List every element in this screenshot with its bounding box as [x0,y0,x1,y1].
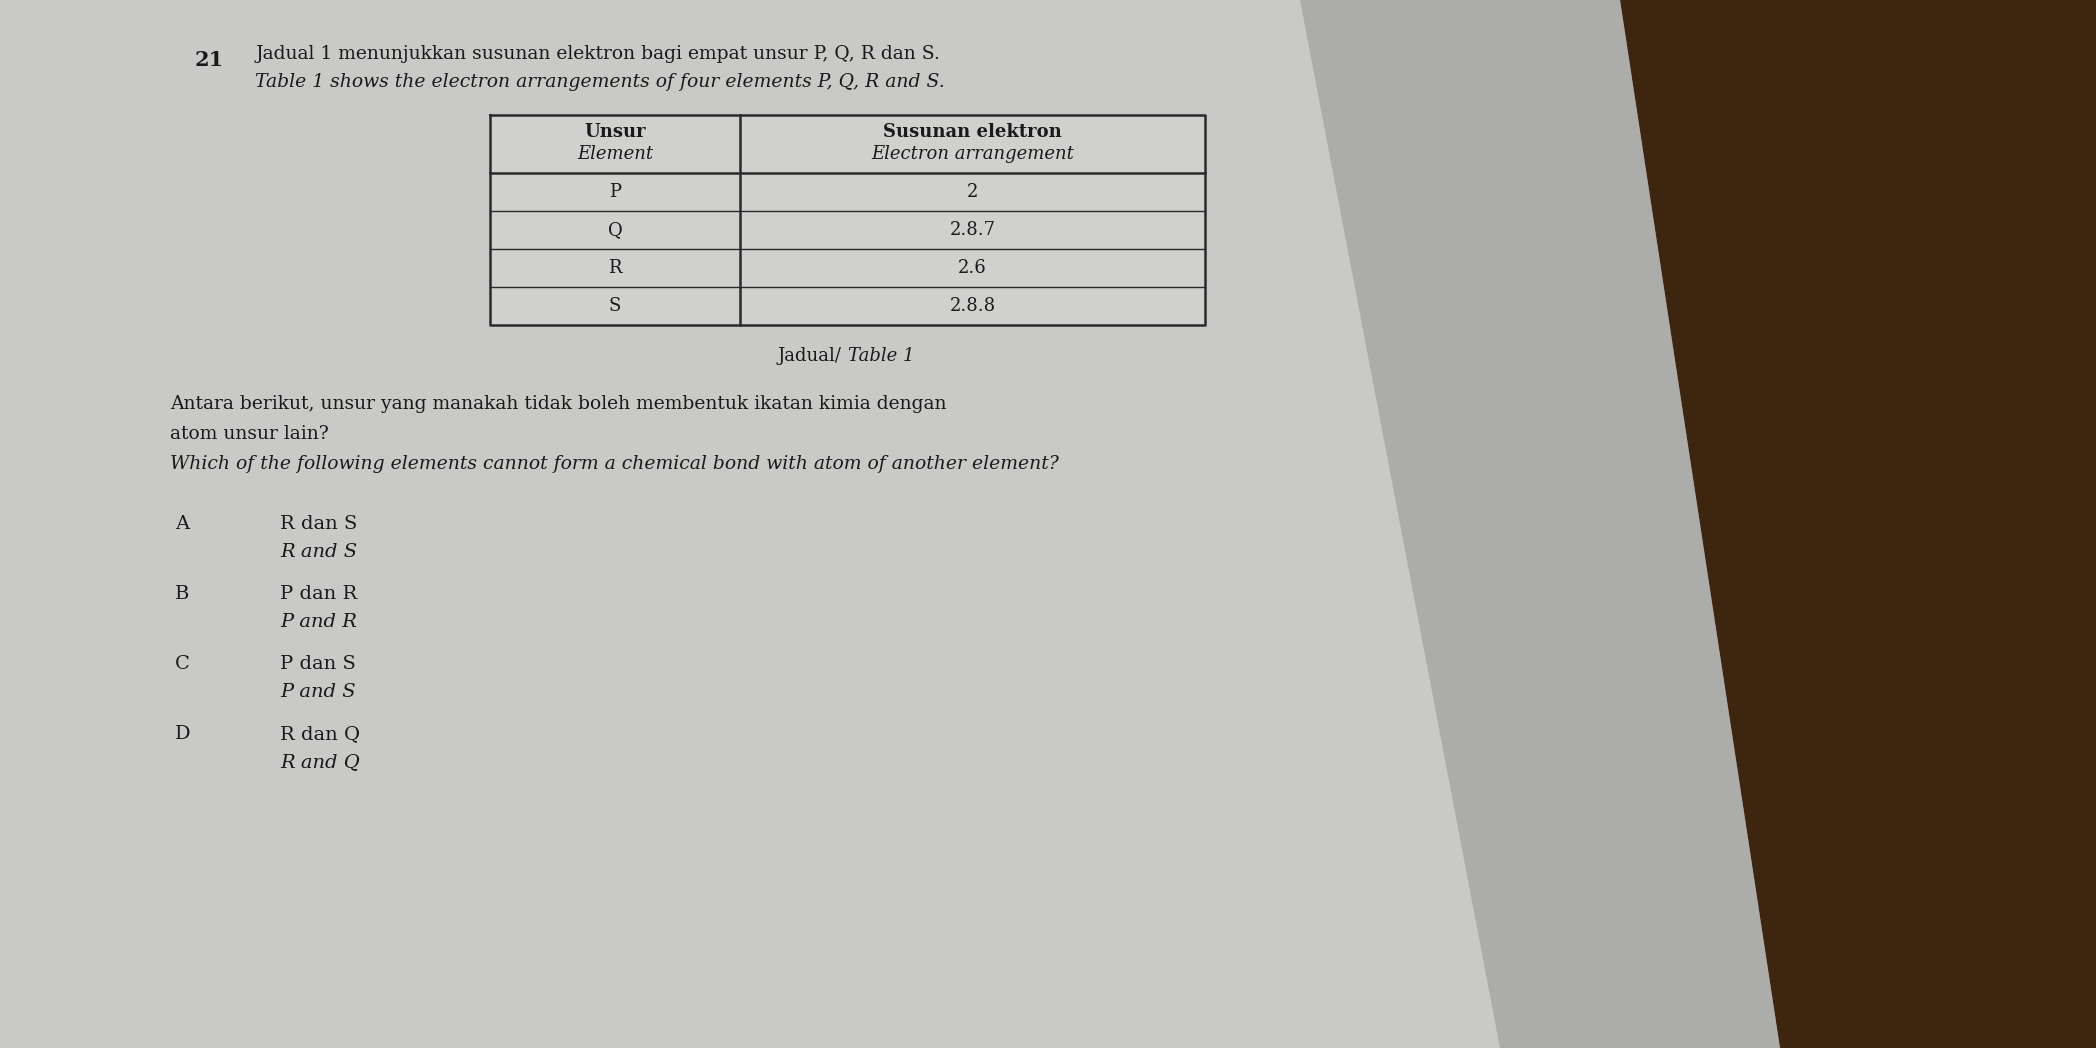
Polygon shape [0,0,1780,1048]
Text: D: D [174,725,191,743]
Text: R dan Q: R dan Q [281,725,361,743]
Text: Table 1: Table 1 [847,347,914,365]
Text: R and Q: R and Q [281,754,361,771]
Text: Electron arrangement: Electron arrangement [872,145,1073,163]
Text: 2.8.8: 2.8.8 [949,297,996,315]
Text: R and S: R and S [281,543,356,561]
Text: R dan S: R dan S [281,515,356,533]
Text: Susunan elektron: Susunan elektron [882,123,1063,141]
Text: P and R: P and R [281,613,356,631]
Text: 2.6: 2.6 [958,259,987,277]
Text: S: S [608,297,620,315]
Bar [490,115,1205,325]
Text: Which of the following elements cannot form a chemical bond with atom of another: Which of the following elements cannot f… [170,455,1058,473]
Text: C: C [174,655,191,673]
Text: P dan R: P dan R [281,585,356,603]
Text: Jadual 1 menunjukkan susunan elektron bagi empat unsur P, Q, R dan S.: Jadual 1 menunjukkan susunan elektron ba… [256,45,939,63]
Text: Unsur: Unsur [585,123,646,141]
Text: Table 1 shows the electron arrangements of four elements P, Q, R and S.: Table 1 shows the electron arrangements … [256,73,945,91]
Text: R: R [608,259,623,277]
Text: Antara berikut, unsur yang manakah tidak boleh membentuk ikatan kimia dengan: Antara berikut, unsur yang manakah tidak… [170,395,947,413]
Text: 2.8.7: 2.8.7 [949,221,996,239]
Text: Q: Q [608,221,623,239]
Text: atom unsur lain?: atom unsur lain? [170,425,329,443]
Text: P and S: P and S [281,683,356,701]
Text: B: B [174,585,189,603]
Text: P dan S: P dan S [281,655,356,673]
Text: Element: Element [576,145,654,163]
Text: Jadual/: Jadual/ [778,347,847,365]
Text: A: A [174,515,189,533]
Text: 21: 21 [195,50,224,70]
Polygon shape [1300,0,1780,1048]
Text: 2: 2 [966,183,979,201]
Text: P: P [610,183,620,201]
